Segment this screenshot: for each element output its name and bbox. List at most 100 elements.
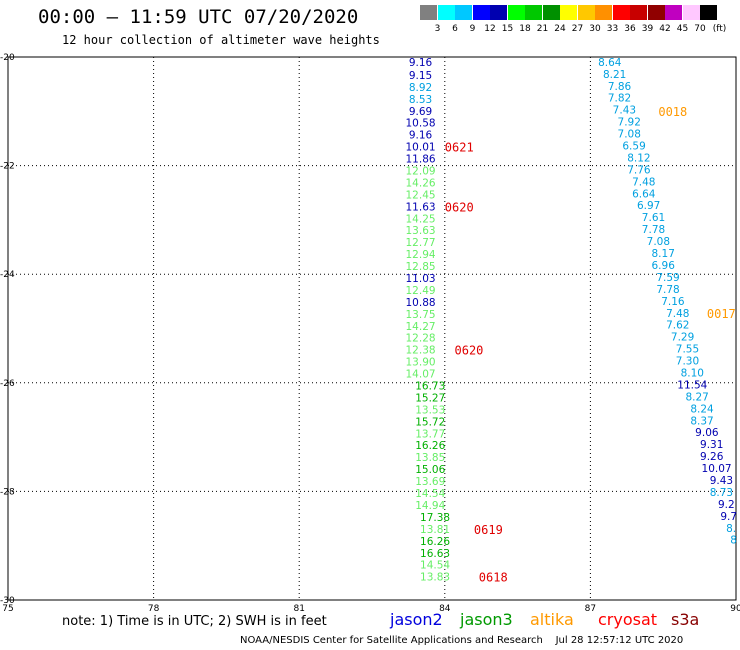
wave-height-value: 12.28 xyxy=(406,333,436,345)
wave-height-value: 9.7 xyxy=(720,511,737,523)
lat-tick-label: -28 xyxy=(0,487,15,497)
wave-height-value: 7.82 xyxy=(608,93,631,105)
wave-height-value: 14.25 xyxy=(406,213,436,225)
wave-height-value: 9.2 xyxy=(718,499,735,511)
wave-height-value: 7.55 xyxy=(676,344,699,356)
wave-height-value: 15.27 xyxy=(415,392,445,404)
wave-height-value: 14.07 xyxy=(406,369,436,381)
wave-height-value: 7.43 xyxy=(613,105,636,117)
wave-height-value: 7.30 xyxy=(676,356,699,368)
wave-height-value: 13.77 xyxy=(415,428,445,440)
wave-height-value: 9.43 xyxy=(710,475,733,487)
pass-time-label: 0620 xyxy=(455,344,484,358)
wave-height-value: 13.75 xyxy=(406,309,436,321)
colorbar-label: 30 xyxy=(589,24,601,34)
wave-height-value: 7.29 xyxy=(671,332,694,344)
wave-height-value: 13.90 xyxy=(406,357,436,369)
wave-height-value: 14.54 xyxy=(415,488,445,500)
lon-tick-label: 84 xyxy=(439,604,451,614)
colorbar-swatch xyxy=(560,5,577,20)
colorbar-label: 33 xyxy=(606,24,619,34)
wave-height-value: 7.16 xyxy=(661,296,685,308)
wave-height-value: 13.69 xyxy=(415,476,445,488)
wave-height-value: 13.83 xyxy=(420,572,450,584)
lat-tick-label: -30 xyxy=(0,596,15,606)
wave-height-value: 6.64 xyxy=(632,188,656,200)
legend-note: note: 1) Time is in UTC; 2) SWH is in fe… xyxy=(62,614,327,629)
satellite-legend-jason2: jason2 xyxy=(390,610,443,629)
wave-height-value: 14.54 xyxy=(420,560,450,572)
wave-height-value: 6.59 xyxy=(622,141,645,153)
lat-tick-label: -20 xyxy=(0,53,15,63)
wave-height-value: 9.06 xyxy=(695,427,719,439)
wave-height-value: 12.09 xyxy=(406,165,436,177)
colorbar-swatch xyxy=(595,5,612,20)
wave-height-value: 8. xyxy=(726,523,736,535)
wave-height-value: 9.31 xyxy=(700,439,723,451)
colorbar-label: 39 xyxy=(641,24,654,34)
footer-agency: NOAA/NESDIS Center for Satellite Applica… xyxy=(240,635,543,646)
lat-tick-label: -26 xyxy=(0,379,15,389)
pass-time-label: 0620 xyxy=(445,200,474,214)
wave-height-value: 8.27 xyxy=(685,391,708,403)
map-title: 00:00 – 11:59 UTC 07/20/2020 xyxy=(38,6,359,28)
wave-height-value: 16.26 xyxy=(420,536,450,548)
satellite-legend-altika: altika xyxy=(530,610,574,629)
wave-height-value: 10.88 xyxy=(406,297,436,309)
colorbar-swatch xyxy=(437,5,455,20)
colorbar-label: 3 xyxy=(434,24,441,34)
wave-height-value: 12.85 xyxy=(406,261,436,273)
wave-height-value: 9.16 xyxy=(409,130,433,142)
lon-tick-label: 90 xyxy=(730,604,740,614)
colorbar-label: 70 xyxy=(694,24,706,34)
wave-height-value: 9.15 xyxy=(409,70,432,82)
colorbar-label: 15 xyxy=(501,24,514,34)
pass-time-label: 0018 xyxy=(658,105,687,119)
colorbar-label: 9 xyxy=(469,24,476,34)
wave-height-value: 8.53 xyxy=(409,94,432,106)
wave-height-value: 11.63 xyxy=(406,201,436,213)
wave-height-value: 13.53 xyxy=(415,404,445,416)
wave-height-value: 8.17 xyxy=(652,248,675,260)
wave-height-value: 12.94 xyxy=(406,249,436,261)
wave-height-value: 10.07 xyxy=(702,463,732,475)
footer-credit: NOAA/NESDIS Center for Satellite Applica… xyxy=(240,635,683,646)
wave-height-value: 16.73 xyxy=(415,381,445,393)
wave-height-value: 9.26 xyxy=(700,451,724,463)
wave-height-value: 16.63 xyxy=(420,548,450,560)
colorbar-swatch xyxy=(612,5,630,20)
satellite-legend-cryosat: cryosat xyxy=(598,610,658,629)
wave-height-value: 10.01 xyxy=(406,142,436,154)
wave-height-value: 7.78 xyxy=(656,284,679,296)
wave-height-value: 8.10 xyxy=(681,367,704,379)
colorbar-swatch xyxy=(455,5,472,20)
wave-height-value: 12.45 xyxy=(406,189,436,201)
wave-height-value: 11.86 xyxy=(406,154,436,166)
colorbar-swatch xyxy=(472,5,490,20)
wave-height-value: 13.81 xyxy=(420,524,450,536)
colorbar-swatch xyxy=(665,5,682,20)
footer-timestamp: Jul 28 12:57:12 UTC 2020 xyxy=(555,635,684,646)
lat-tick-label: -24 xyxy=(0,270,15,280)
wave-height-value: 8.37 xyxy=(690,415,713,427)
wave-height-value: 11.54 xyxy=(677,379,707,391)
wave-height-value: 7.78 xyxy=(642,224,665,236)
wave-height-value: 14.94 xyxy=(415,500,445,512)
wave-height-value: 15.06 xyxy=(415,464,445,476)
lon-tick-label: 75 xyxy=(2,604,13,614)
colorbar-label: 18 xyxy=(519,24,531,34)
colorbar-label: 27 xyxy=(571,24,584,34)
colorbar-label: 6 xyxy=(452,24,458,34)
pass-time-label: 0621 xyxy=(445,141,474,155)
wave-height-value: 7.92 xyxy=(618,117,641,129)
colorbar-swatch xyxy=(700,5,717,20)
wave-height-value: 6.97 xyxy=(637,200,660,212)
wave-height-value: 7.48 xyxy=(666,308,689,320)
lon-tick-label: 87 xyxy=(585,604,596,614)
colorbar-swatch xyxy=(577,5,595,20)
pass-time-label: 0618 xyxy=(479,571,508,585)
colorbar-swatch xyxy=(490,5,507,20)
colorbar-swatch xyxy=(420,5,437,20)
wave-height-value: 8.24 xyxy=(690,403,714,415)
